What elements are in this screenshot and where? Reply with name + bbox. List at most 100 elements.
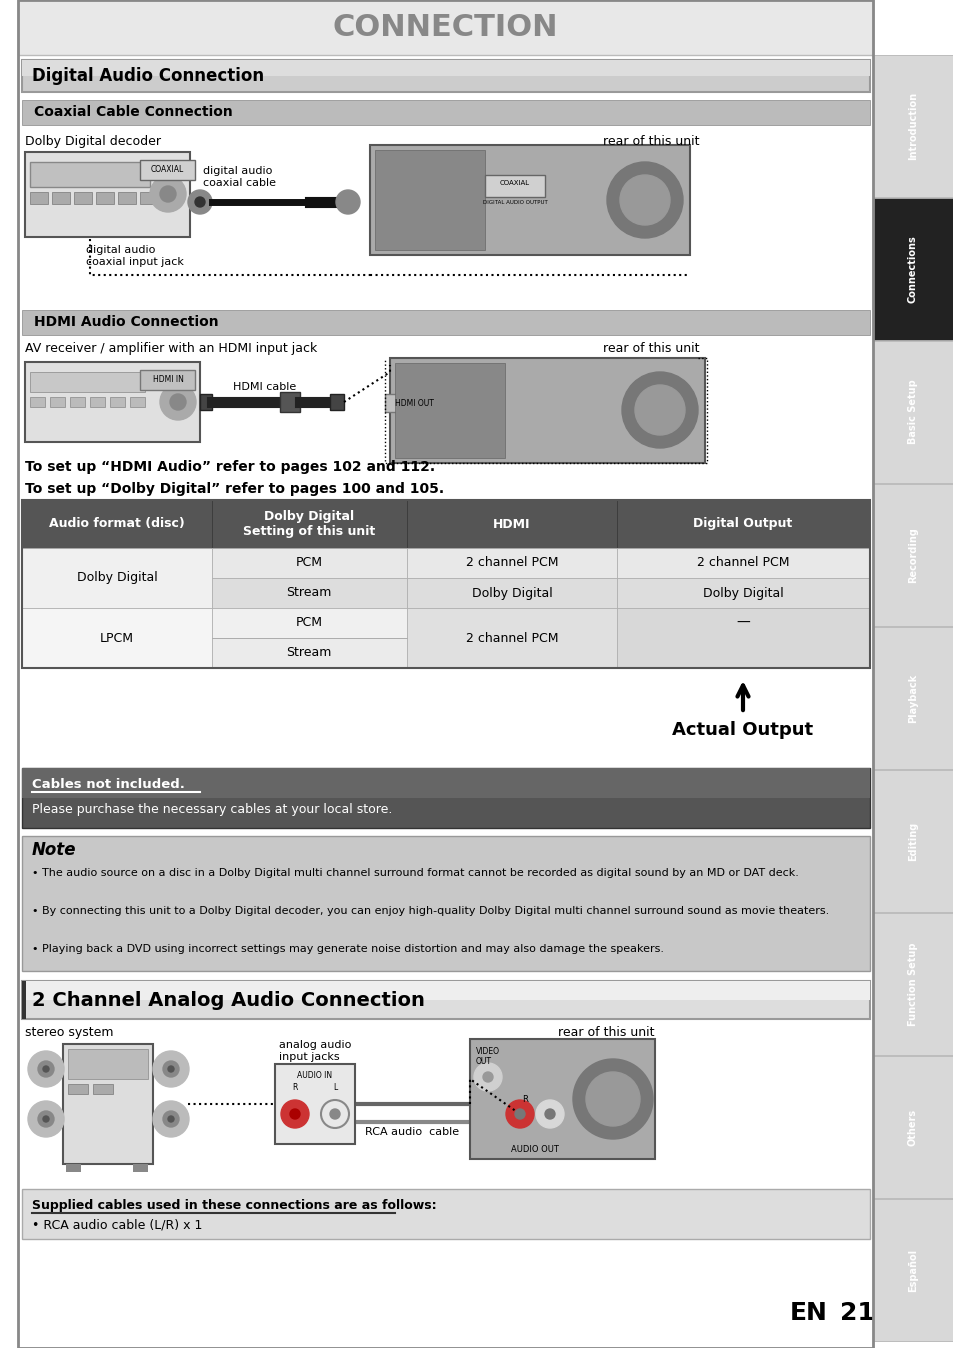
Text: • By connecting this unit to a Dolby Digital decoder, you can enjoy high-quality: • By connecting this unit to a Dolby Dig… (32, 906, 828, 917)
Bar (407, 578, 617, 608)
Text: Actual Output: Actual Output (672, 721, 813, 739)
Bar (30, 372, 145, 392)
Text: Cables not included.: Cables not included. (32, 778, 185, 790)
Text: 2 channel PCM: 2 channel PCM (696, 557, 788, 569)
Bar (200, 394, 212, 410)
Bar (872, 627, 953, 768)
Bar (617, 608, 869, 669)
Text: • RCA audio cable (L/R) x 1: • RCA audio cable (L/R) x 1 (32, 1219, 202, 1232)
Text: Please purchase the necessary cables at your local store.: Please purchase the necessary cables at … (32, 803, 392, 817)
Text: Basic Setup: Basic Setup (907, 380, 917, 445)
Bar (110, 398, 125, 407)
Text: Stream: Stream (286, 647, 332, 659)
Circle shape (335, 190, 359, 214)
Circle shape (28, 1051, 64, 1086)
Text: To set up “Dolby Digital” refer to pages 100 and 105.: To set up “Dolby Digital” refer to pages… (25, 483, 444, 496)
Text: 2 channel PCM: 2 channel PCM (465, 557, 558, 569)
Bar (96, 191, 113, 204)
Text: CONNECTION: CONNECTION (332, 12, 558, 42)
Text: 2 channel PCM: 2 channel PCM (465, 631, 558, 644)
Bar (872, 913, 953, 1055)
Text: HDMI: HDMI (493, 518, 530, 531)
Bar (30, 162, 150, 187)
Text: RCA audio  cable: RCA audio cable (365, 1127, 458, 1136)
Bar (872, 341, 953, 483)
Circle shape (150, 177, 186, 212)
Text: L: L (333, 1084, 336, 1092)
Text: R: R (292, 1084, 297, 1092)
Bar (212, 638, 407, 669)
Bar (280, 392, 299, 412)
Bar (212, 608, 407, 638)
Bar (140, 369, 194, 390)
Text: PCM: PCM (295, 616, 322, 630)
Text: Coaxial Cable Connection: Coaxial Cable Connection (34, 105, 233, 119)
Bar (22, 981, 26, 1019)
Text: Audio format (disc): Audio format (disc) (49, 518, 185, 531)
Bar (212, 578, 407, 608)
Circle shape (573, 1060, 652, 1139)
Text: PCM: PCM (295, 557, 322, 569)
Text: HDMI Audio Connection: HDMI Audio Connection (34, 315, 218, 329)
Circle shape (188, 190, 212, 214)
Text: • Playing back a DVD using incorrect settings may generate noise distortion and : • Playing back a DVD using incorrect set… (32, 944, 663, 954)
Text: Playback: Playback (907, 674, 917, 723)
Circle shape (619, 175, 669, 225)
Circle shape (621, 372, 698, 448)
Circle shape (474, 1064, 501, 1091)
Text: DIGITAL AUDIO OUTPUT: DIGITAL AUDIO OUTPUT (482, 200, 547, 205)
Text: Dolby Digital: Dolby Digital (702, 586, 782, 600)
Bar (872, 1055, 953, 1198)
Bar (92, 1084, 112, 1095)
Bar (375, 150, 484, 249)
Circle shape (170, 394, 186, 410)
Text: rear of this unit: rear of this unit (603, 342, 700, 355)
Text: Digital Output: Digital Output (693, 518, 792, 531)
Bar (872, 770, 953, 913)
Text: AV receiver / amplifier with an HDMI input jack: AV receiver / amplifier with an HDMI inp… (25, 342, 317, 355)
Text: digital audio
coaxial cable: digital audio coaxial cable (203, 166, 276, 187)
Bar (18, 0, 872, 1348)
Text: 2 Channel Analog Audio Connection: 2 Channel Analog Audio Connection (32, 991, 424, 1010)
Circle shape (515, 1109, 524, 1119)
Circle shape (168, 1116, 173, 1122)
Bar (22, 981, 869, 1019)
Text: —: — (736, 616, 749, 630)
Bar (872, 484, 953, 625)
Bar (22, 768, 869, 828)
Text: Stream: Stream (286, 586, 332, 600)
Circle shape (544, 1109, 555, 1119)
Bar (212, 500, 407, 549)
Bar (50, 398, 65, 407)
Bar (22, 608, 212, 669)
Circle shape (38, 1061, 54, 1077)
Bar (407, 549, 617, 578)
Bar (385, 394, 442, 412)
Text: Recording: Recording (907, 527, 917, 582)
Text: • The audio source on a disc in a Dolby Digital multi channel surround format ca: • The audio source on a disc in a Dolby … (32, 868, 798, 878)
Text: Supplied cables used in these connections are as follows:: Supplied cables used in these connection… (32, 1198, 436, 1212)
Text: COAXIAL: COAXIAL (499, 181, 530, 186)
Bar (22, 981, 869, 1000)
Circle shape (152, 1101, 189, 1136)
Circle shape (152, 1051, 189, 1086)
Text: HDMI cable: HDMI cable (233, 381, 296, 392)
Text: COAXIAL: COAXIAL (151, 166, 183, 174)
Circle shape (330, 1109, 339, 1119)
Bar (617, 549, 869, 578)
Text: LPCM: LPCM (100, 631, 133, 644)
Bar (330, 394, 344, 410)
Circle shape (505, 1100, 534, 1128)
Text: Digital Audio Connection: Digital Audio Connection (32, 67, 264, 85)
Text: Connections: Connections (907, 235, 917, 303)
Bar (390, 359, 704, 462)
Circle shape (43, 1066, 49, 1072)
Bar (52, 191, 70, 204)
Bar (66, 1165, 81, 1171)
Text: Editing: Editing (907, 821, 917, 860)
Bar (22, 61, 869, 92)
Bar (22, 836, 869, 971)
Circle shape (43, 1116, 49, 1122)
Circle shape (194, 197, 205, 208)
Bar (470, 1039, 655, 1159)
